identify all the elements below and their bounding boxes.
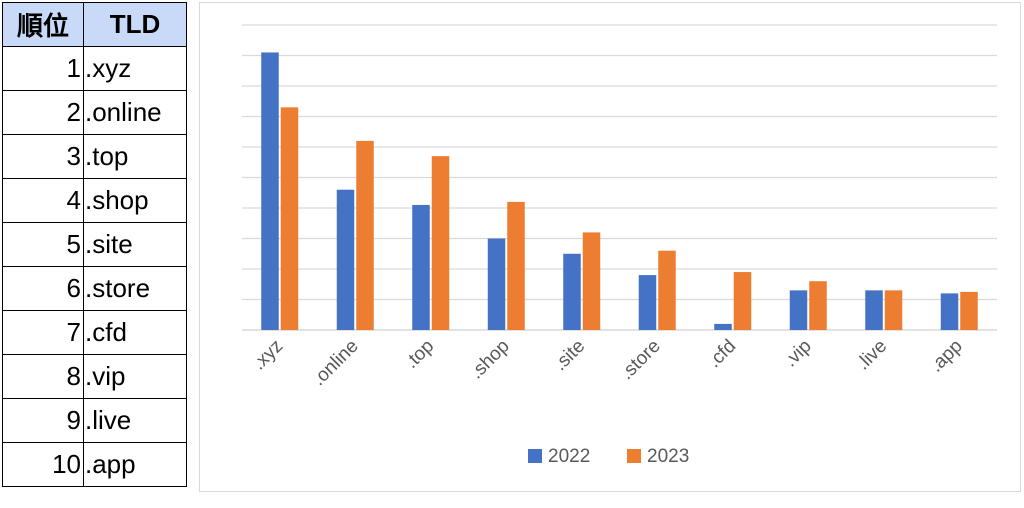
tld-cell: .vip [83, 354, 187, 399]
bar-2022-live [865, 290, 883, 330]
rank-cell: 7 [2, 310, 84, 355]
rank-cell: 4 [2, 178, 84, 223]
tld-cell: .live [83, 398, 187, 443]
bar-2023-shop [507, 201, 525, 330]
x-tick-label: .vip [780, 336, 816, 372]
bar-2023-top [431, 156, 450, 330]
legend-label: 2023 [647, 446, 689, 467]
chart-area: .xyz .online .top .shop .site .store .cfd .vip.… [199, 2, 1021, 492]
legend-swatch [528, 449, 542, 463]
tld-cell: .online [83, 90, 187, 135]
table-row: 10 .app [2, 442, 187, 487]
tld-cell: .site [83, 222, 187, 267]
table-row: 9 .live [2, 398, 187, 443]
bar-2023-vip [809, 281, 827, 330]
x-tick-label: .site [550, 336, 589, 375]
bar-2022-shop [487, 238, 506, 330]
x-tick-label: .cfd [704, 336, 741, 373]
bar-2023-live [884, 290, 903, 330]
bar-2022-store [638, 275, 657, 330]
bar-2022-online [336, 189, 355, 330]
table-row: 3 .top [2, 134, 187, 179]
x-tick-label: .shop [466, 336, 514, 384]
tld-cell: .store [83, 266, 187, 311]
x-tick-label: .live [853, 336, 892, 375]
bar-2023-online [356, 140, 374, 330]
rank-cell: 2 [2, 90, 84, 135]
x-tick-label: .app [926, 336, 967, 377]
rank-cell: 8 [2, 354, 84, 399]
x-tick-label: .store [616, 336, 664, 384]
rank-cell: 3 [2, 134, 84, 179]
tld-cell: .xyz [83, 46, 187, 91]
bar-2023-xyz [280, 107, 299, 330]
table-row: 7 .cfd [2, 310, 187, 355]
bar-chart: .xyz .online .top .shop .site .store .cfd .vip.… [242, 24, 997, 467]
bar-2022-top [412, 204, 430, 330]
ranking-table: 順位 TLD 1 .xyz 2 .online 3 .top 4 .shop 5 .site 6 .s… [2, 2, 187, 487]
table-row: 8 .vip [2, 354, 187, 399]
x-tick-label: .xyz [249, 336, 288, 375]
legend-swatch [627, 449, 641, 463]
bar-2023-site [582, 232, 601, 330]
rank-cell: 10 [2, 442, 84, 487]
table-row: 6 .store [2, 266, 187, 311]
bar-2022-xyz [261, 52, 279, 330]
tld-cell: .shop [83, 178, 187, 223]
table-header-row: 順位 TLD [2, 2, 187, 47]
x-tick-label: .online [308, 336, 362, 390]
bar-2023-app [960, 291, 978, 330]
table-row: 1 .xyz [2, 46, 187, 91]
tld-cell: .cfd [83, 310, 187, 355]
bar-2023-cfd [733, 272, 752, 330]
table-row: 2 .online [2, 90, 187, 135]
table-row: 4 .shop [2, 178, 187, 223]
x-tick-label: .top [401, 336, 438, 373]
bar-2022-vip [789, 290, 808, 330]
rank-cell: 9 [2, 398, 84, 443]
bar-2022-site [563, 253, 581, 330]
legend-label: 2022 [548, 446, 590, 467]
bar-2022-cfd [714, 323, 732, 330]
tld-cell: .app [83, 442, 187, 487]
rank-cell: 1 [2, 46, 84, 91]
tld-cell: .top [83, 134, 187, 179]
header-tld: TLD [83, 2, 187, 47]
table-row: 5 .site [2, 222, 187, 267]
rank-cell: 6 [2, 266, 84, 311]
header-rank: 順位 [2, 2, 84, 47]
rank-cell: 5 [2, 222, 84, 267]
bar-2023-store [658, 250, 676, 330]
bar-2022-app [940, 293, 959, 330]
